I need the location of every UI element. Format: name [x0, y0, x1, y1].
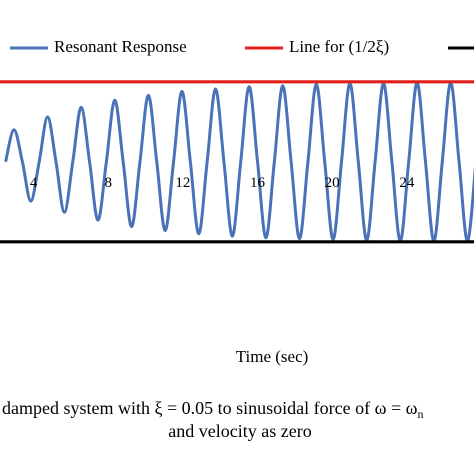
caption-subscript: n [417, 407, 423, 421]
plot-area [0, 80, 474, 244]
series-line [4, 81, 474, 243]
x-tick-label: 24 [399, 175, 415, 191]
x-ticks: 481216202428 [30, 175, 474, 191]
caption-line: and velocity as zero [168, 421, 311, 441]
caption-text: damped system with ξ = 0.05 to sinusoida… [2, 398, 418, 418]
caption-line: damped system with ξ = 0.05 to sinusoida… [2, 398, 423, 421]
x-tick-label: 4 [30, 175, 38, 191]
legend-label: Line for (1/2ξ) [289, 37, 389, 56]
legend-label: Resonant Response [54, 37, 187, 56]
x-tick-label: 8 [104, 175, 112, 191]
x-tick-label: 12 [175, 175, 190, 191]
x-tick-label: 16 [250, 175, 266, 191]
legend: Resonant Response Line for (1/2ξ) [10, 37, 474, 56]
x-axis-title: Time (sec) [236, 347, 309, 366]
x-tick-label: 20 [325, 175, 340, 191]
